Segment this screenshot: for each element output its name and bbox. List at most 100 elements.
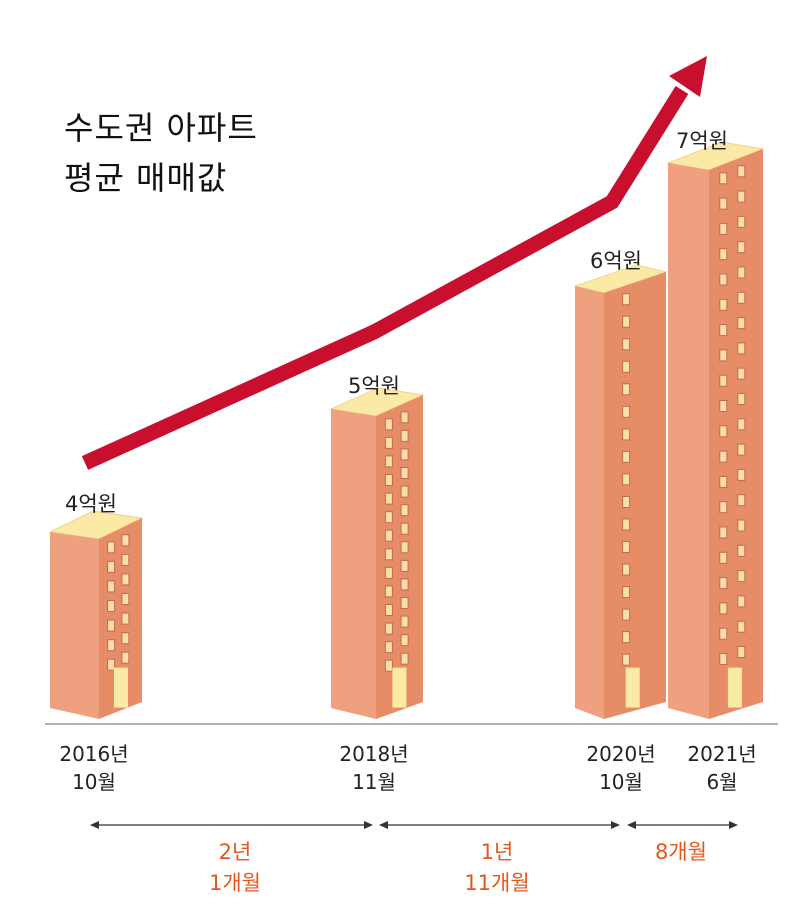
building-front bbox=[50, 532, 99, 719]
window bbox=[737, 418, 746, 431]
door bbox=[114, 667, 128, 708]
window bbox=[622, 586, 631, 599]
window bbox=[400, 467, 409, 479]
chart-title-line1: 수도권 아파트 bbox=[64, 109, 258, 147]
door bbox=[625, 667, 640, 708]
window bbox=[622, 631, 631, 644]
window bbox=[121, 573, 130, 586]
value-label-2016: 4억원 bbox=[64, 492, 117, 516]
window bbox=[737, 620, 746, 633]
date-label-2018: 2018년 11월 bbox=[304, 740, 444, 796]
window bbox=[719, 627, 728, 640]
date-label-2020: 2020년 10월 bbox=[551, 740, 691, 796]
window bbox=[622, 338, 631, 351]
door bbox=[727, 667, 742, 708]
interval-line1: 2년 bbox=[218, 840, 252, 864]
window bbox=[737, 241, 746, 254]
window bbox=[384, 511, 393, 524]
date-year: 2018년 bbox=[339, 742, 409, 766]
window bbox=[737, 570, 746, 583]
window bbox=[622, 608, 631, 621]
date-label-2016: 2016년 10월 bbox=[24, 740, 164, 796]
window bbox=[719, 602, 728, 615]
window bbox=[737, 342, 746, 355]
window bbox=[622, 383, 631, 396]
window bbox=[121, 651, 130, 664]
window bbox=[622, 293, 631, 306]
date-month: 10월 bbox=[72, 770, 116, 794]
window bbox=[384, 474, 393, 486]
window bbox=[737, 519, 746, 532]
trend-arrow bbox=[81, 56, 707, 470]
window bbox=[622, 315, 631, 328]
window bbox=[622, 563, 631, 576]
window bbox=[384, 548, 393, 561]
interval-label-1: 2년 1개월 bbox=[155, 837, 315, 899]
building-bar-2021년-6월 bbox=[666, 141, 765, 719]
window bbox=[384, 455, 393, 468]
chart-title-line2: 평균 매매값 bbox=[64, 159, 228, 197]
window bbox=[384, 566, 393, 579]
window bbox=[719, 273, 728, 286]
window bbox=[622, 496, 631, 508]
window bbox=[121, 612, 130, 625]
interval-arrows bbox=[90, 821, 738, 829]
window bbox=[384, 585, 393, 598]
building-bar-2016년-10월 bbox=[48, 510, 144, 719]
interval-arrow-2 bbox=[379, 821, 620, 829]
window bbox=[384, 659, 393, 672]
window bbox=[719, 197, 728, 210]
window bbox=[737, 595, 746, 608]
window bbox=[719, 475, 728, 488]
window bbox=[622, 360, 631, 373]
window bbox=[400, 411, 409, 424]
window bbox=[107, 560, 116, 573]
window bbox=[737, 317, 746, 330]
interval-line1: 1년 bbox=[480, 840, 514, 864]
value-label-2020: 6억원 bbox=[589, 249, 642, 273]
window bbox=[719, 501, 728, 514]
window bbox=[384, 641, 393, 654]
door bbox=[392, 667, 407, 708]
window bbox=[384, 436, 393, 449]
window bbox=[719, 526, 728, 539]
interval-arrow-3 bbox=[627, 821, 738, 829]
date-month: 11월 bbox=[352, 770, 396, 794]
interval-line1: 8개월 bbox=[654, 840, 707, 864]
window bbox=[719, 551, 728, 564]
window bbox=[384, 604, 393, 616]
trend-arrowhead bbox=[669, 56, 707, 97]
window bbox=[400, 597, 409, 609]
window bbox=[719, 374, 728, 387]
window bbox=[121, 553, 130, 566]
window bbox=[737, 393, 746, 405]
building-side bbox=[709, 149, 763, 719]
interval-label-3: 8개월 bbox=[601, 837, 761, 868]
window bbox=[400, 615, 409, 628]
value-label-2018: 5억원 bbox=[347, 374, 400, 398]
window bbox=[400, 448, 409, 461]
date-month: 6월 bbox=[706, 770, 738, 794]
window bbox=[400, 559, 409, 572]
window bbox=[400, 578, 409, 591]
window bbox=[719, 248, 728, 261]
date-year: 2021년 bbox=[687, 742, 757, 766]
building-front bbox=[668, 163, 709, 719]
window bbox=[737, 190, 746, 203]
window bbox=[719, 400, 728, 412]
window bbox=[737, 544, 746, 557]
value-label-2021: 7억원 bbox=[675, 129, 728, 153]
window bbox=[737, 367, 746, 380]
window bbox=[107, 619, 116, 632]
window bbox=[400, 485, 409, 498]
window bbox=[719, 324, 728, 337]
window bbox=[737, 443, 746, 456]
window bbox=[400, 634, 409, 647]
window bbox=[737, 266, 746, 279]
window bbox=[107, 541, 116, 554]
window bbox=[384, 492, 393, 505]
window bbox=[622, 653, 631, 666]
window bbox=[719, 577, 728, 590]
window bbox=[737, 291, 746, 304]
